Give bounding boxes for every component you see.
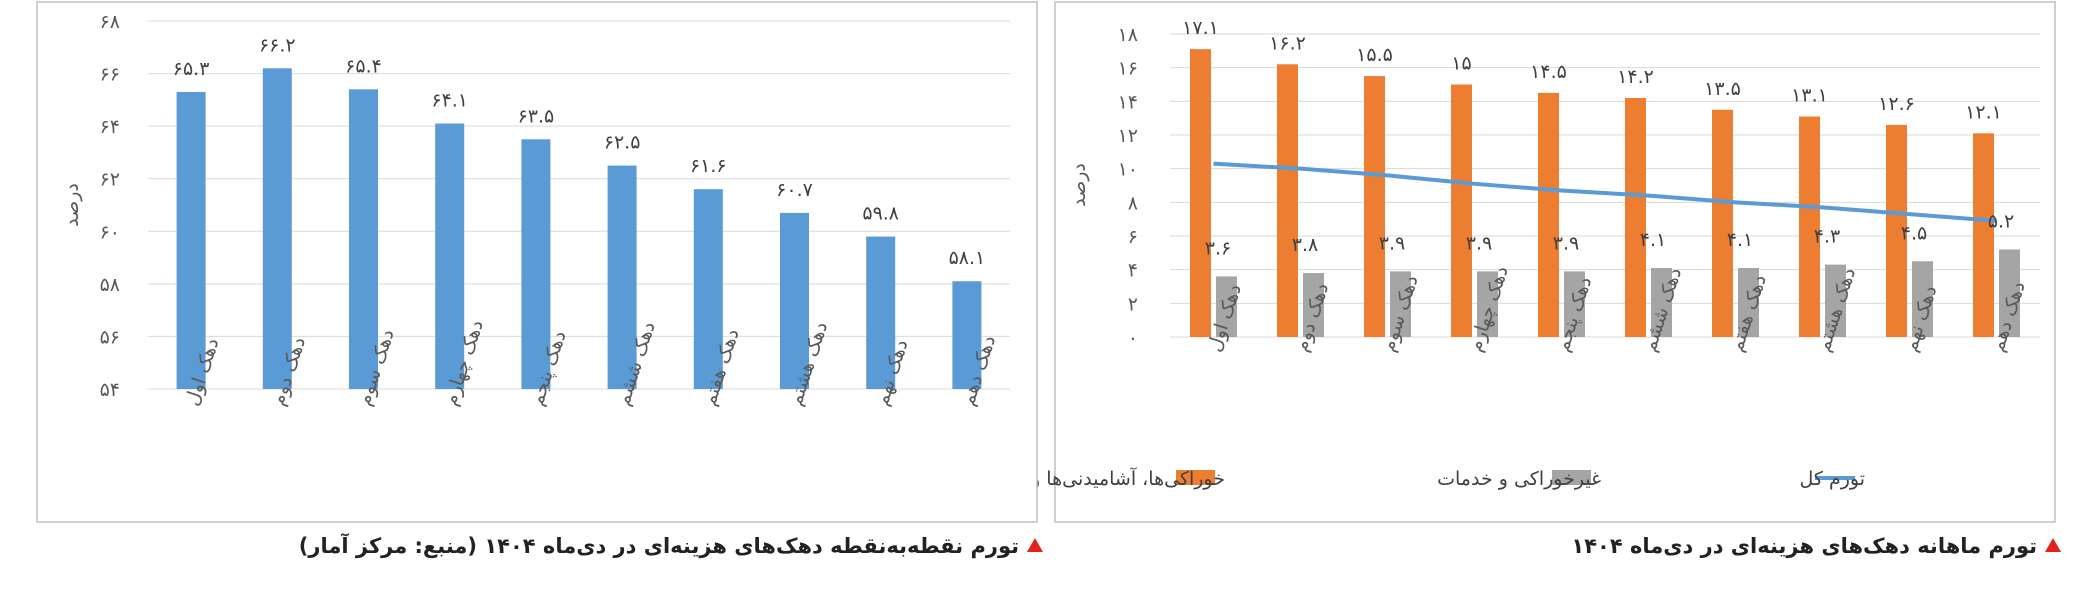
series-line-total — [1213, 161, 1997, 223]
data-label-nonfood: ۴.۳ — [1814, 226, 1840, 248]
data-label: ۶۰.۷ — [776, 179, 813, 201]
bar — [693, 189, 723, 389]
y-axis-title-monthly: درصد — [1068, 163, 1090, 207]
data-label-nonfood: ۴.۵ — [1901, 222, 1927, 244]
data-label-nonfood: ۳.۸ — [1292, 234, 1318, 256]
data-label-nonfood: ۴.۱ — [1640, 229, 1666, 251]
y-tick-label: ۱۴ — [1118, 91, 1138, 113]
bar — [176, 91, 206, 389]
data-label: ۵۹.۸ — [862, 203, 899, 225]
caption-monthly: تورم ماهانه دهک‌های هزینه‌ای در دی‌ماه ۱… — [1571, 534, 2061, 558]
y-tick-label: ۴ — [1128, 260, 1138, 282]
data-label-food: ۱۷.۱ — [1182, 17, 1219, 39]
chart-monthly-inflation: درصد ۰ ۲ ۴ ۶ ۸ ۱۰ ۱۲ ۱۴ ۱۶ ۱۸ ۱۷.۱ ۳.۶ ۱۶.۲ ۳.۸ ۱۵.۵ ۳… — [964, 1, 2056, 523]
bar-food — [1625, 97, 1646, 337]
data-label: ۶۲.۵ — [604, 132, 641, 154]
y-tick-label: ۵۴ — [100, 379, 120, 401]
y-tick-label: ۶۲ — [100, 169, 120, 191]
y-tick-label: ۱۲ — [1118, 125, 1138, 147]
bar — [952, 281, 982, 389]
data-label-nonfood: ۵.۲ — [1988, 210, 2014, 232]
bar-food — [1973, 133, 1994, 337]
bar-food — [1886, 124, 1907, 338]
data-label: ۶۶.۲ — [259, 34, 296, 56]
bar — [780, 212, 809, 389]
legend-swatch-food — [1176, 470, 1215, 485]
bar — [262, 68, 292, 390]
bar-nonfood — [1303, 273, 1324, 337]
y-tick-label: ۶ — [1128, 226, 1138, 248]
bar-food — [1712, 109, 1733, 337]
bar-nonfood — [1825, 264, 1846, 337]
y-tick-label: ۱۰ — [1118, 159, 1138, 181]
bar — [435, 123, 465, 389]
caption-marker-monthly — [2045, 538, 2061, 552]
bar-nonfood — [1738, 267, 1759, 337]
bar-nonfood — [1216, 276, 1237, 337]
legend-label-total: تورم کل — [1799, 468, 1865, 490]
chart-point-to-point-inflation: درصد ۵۴ ۵۶ ۵۸ ۶۰ ۶۲ ۶۴ ۶۶ ۶۸ ۶۵.۳ ۶۶.۲ ۶۵.۴ ۶۴.۱ ۶۳… — [36, 1, 1038, 523]
legend-monthly: خوراکی‌ها، آشامیدنی‌ها و دخانیات غیرخورا… — [964, 466, 1865, 490]
data-label-food: ۱۴.۵ — [1530, 61, 1567, 83]
legend-label-nonfood: غیرخوراکی و خدمات — [1437, 468, 1601, 490]
caption-text-p2p: تورم نقطه‌به‌نقطه دهک‌های هزینه‌ای در دی… — [299, 533, 1019, 558]
data-label-food: ۱۳.۵ — [1704, 78, 1741, 100]
data-label-food: ۱۳.۱ — [1791, 84, 1828, 106]
y-tick-label: ۶۰ — [100, 221, 120, 243]
data-label-nonfood: ۳.۹ — [1379, 232, 1405, 254]
caption-marker-p2p — [1027, 538, 1043, 552]
y-tick-label: ۰ — [1128, 327, 1138, 349]
bar-nonfood — [1651, 267, 1672, 337]
data-label: ۶۵.۴ — [345, 55, 382, 77]
data-label-food: ۱۲.۶ — [1878, 93, 1915, 115]
bar-nonfood — [1912, 261, 1933, 337]
bar-nonfood — [1999, 249, 2020, 337]
caption-p2p: تورم نقطه‌به‌نقطه دهک‌های هزینه‌ای در دی… — [299, 533, 1043, 558]
y-tick-label: ۱۸ — [1118, 24, 1138, 46]
y-axis-title-p2p: درصد — [61, 183, 83, 227]
bar-nonfood — [1564, 271, 1585, 337]
y-tick-label: ۱۶ — [1118, 58, 1138, 80]
data-label-nonfood: ۳.۶ — [1205, 237, 1231, 259]
bar — [607, 165, 637, 389]
bar-food — [1451, 84, 1472, 337]
data-label-food: ۱۵.۵ — [1356, 44, 1393, 66]
data-label-nonfood: ۳.۹ — [1466, 232, 1492, 254]
data-label: ۶۴.۱ — [431, 90, 468, 112]
bar — [521, 139, 551, 389]
data-label: ۵۸.۱ — [949, 247, 986, 269]
data-label-nonfood: ۴.۱ — [1727, 229, 1753, 251]
bar-food — [1190, 49, 1211, 338]
y-tick-label: ۶۴ — [100, 116, 120, 138]
bar — [349, 89, 378, 389]
data-label: ۶۱.۶ — [690, 155, 727, 177]
data-label-nonfood: ۳.۹ — [1553, 232, 1579, 254]
y-tick-label: ۵۸ — [100, 274, 120, 296]
bar-food — [1277, 64, 1298, 338]
bar-nonfood — [1477, 271, 1498, 337]
data-label-food: ۱۶.۲ — [1269, 32, 1306, 54]
data-label-food: ۱۵ — [1451, 53, 1471, 75]
bar — [866, 236, 896, 389]
y-tick-label: ۲ — [1128, 293, 1138, 315]
y-tick-label: ۶۸ — [100, 11, 120, 33]
data-label-food: ۱۲.۱ — [1965, 101, 2002, 123]
bar-food — [1799, 116, 1820, 337]
y-tick-label: ۶۶ — [100, 64, 120, 86]
data-label-food: ۱۴.۲ — [1617, 66, 1654, 88]
y-tick-label: ۵۶ — [100, 326, 120, 348]
bar-nonfood — [1390, 271, 1411, 337]
caption-text-monthly: تورم ماهانه دهک‌های هزینه‌ای در دی‌ماه ۱… — [1571, 534, 2037, 558]
legend-swatch-nonfood — [1552, 470, 1591, 485]
bar-food — [1364, 76, 1385, 337]
data-label: ۶۵.۳ — [173, 58, 210, 80]
bar-food — [1538, 92, 1559, 338]
data-label: ۶۳.۵ — [518, 105, 555, 127]
y-tick-label: ۸ — [1128, 192, 1138, 214]
